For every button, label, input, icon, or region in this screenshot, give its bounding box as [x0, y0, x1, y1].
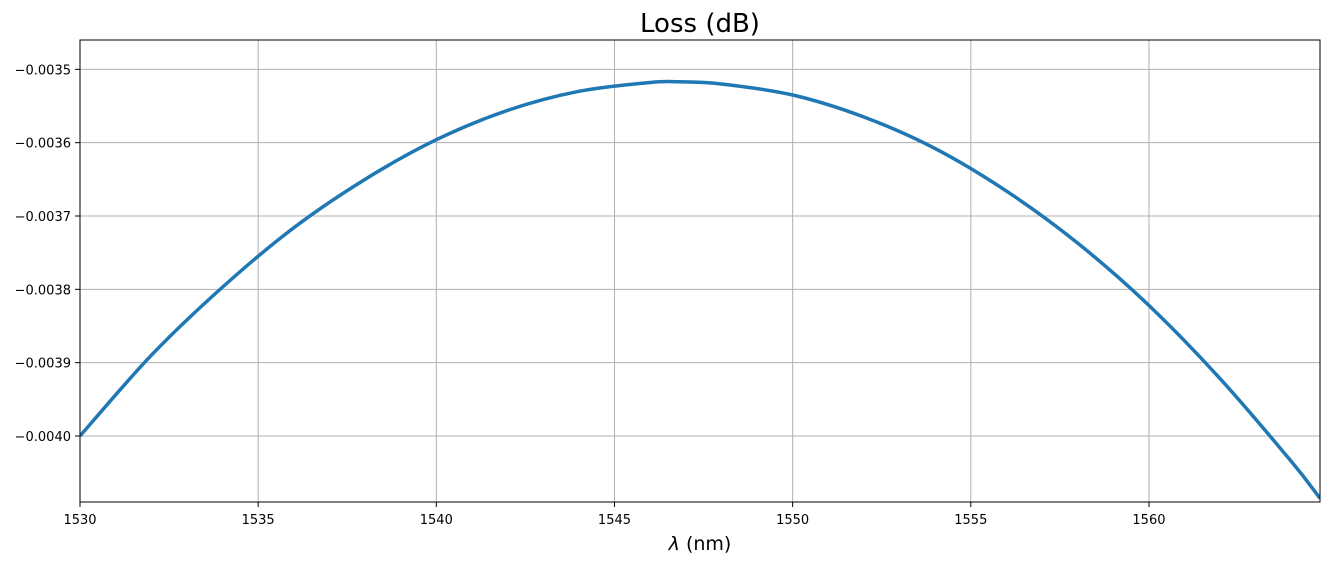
y-tick-label: −0.0035 — [15, 63, 71, 78]
x-tick-label: 1535 — [242, 513, 275, 528]
y-tick-label: −0.0039 — [15, 357, 71, 372]
y-tick-label: −0.0040 — [15, 430, 71, 445]
x-axis-label-symbol: λ — [668, 533, 680, 555]
axes-frame — [79, 39, 1321, 503]
x-axis-label-unit: (nm) — [680, 533, 731, 555]
x-axis-label: λ (nm) — [668, 533, 732, 555]
x-tick-label: 1555 — [954, 513, 987, 528]
y-tick-label: −0.0037 — [15, 210, 71, 225]
x-tick-label: 1545 — [598, 513, 631, 528]
x-tick-label: 1560 — [1132, 513, 1165, 528]
y-tick-label: −0.0038 — [15, 283, 71, 298]
grid — [79, 40, 1320, 502]
axis-ticks: 1530 1535 1540 1545 1550 1555 1560 −0.0035 −0.00… — [15, 63, 1166, 528]
chart-title: Loss (dB) — [640, 9, 760, 39]
loss-series-line — [80, 79, 1320, 500]
x-tick-label: 1530 — [63, 513, 96, 528]
x-tick-label: 1550 — [776, 513, 809, 528]
plot-area — [80, 79, 1320, 500]
x-tick-label: 1540 — [420, 513, 453, 528]
y-tick-label: −0.0036 — [15, 137, 71, 152]
